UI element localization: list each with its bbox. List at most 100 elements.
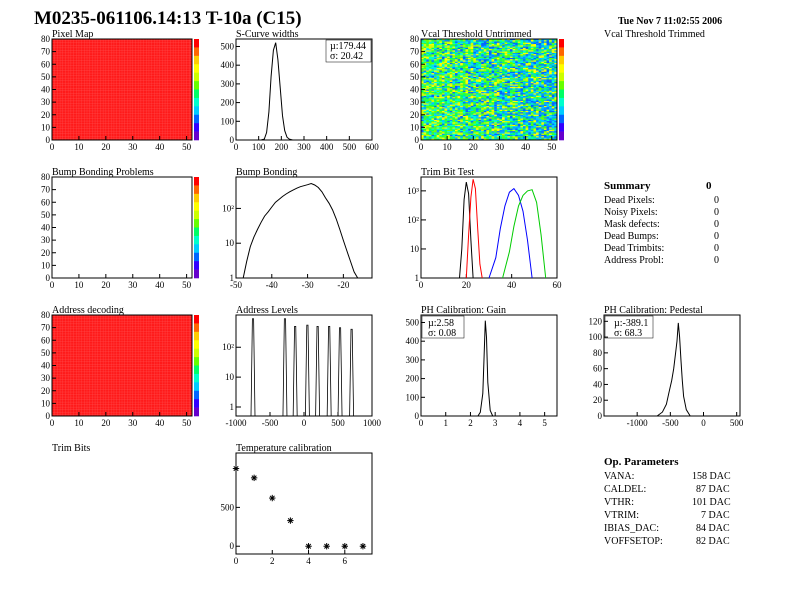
heatmap-cell: [452, 112, 456, 114]
heatmap-cell: [452, 137, 456, 139]
heatmap-cell: [470, 70, 474, 73]
heatmap-cell: [504, 86, 508, 89]
heatmap-cell: [439, 69, 443, 71]
heatmap-cell: [470, 124, 474, 127]
heatmap-cell: [421, 97, 424, 99]
heatmap-cell: [538, 90, 542, 93]
heatmap-cell: [431, 84, 435, 86]
heatmap-cell: [496, 55, 500, 57]
heatmap-cell: [449, 52, 453, 55]
heatmap-cell: [421, 41, 424, 43]
heatmap-cell: [549, 81, 552, 84]
heatmap-cell: [468, 84, 471, 86]
heatmap-cell: [512, 42, 516, 45]
heatmap-cell: [431, 71, 435, 74]
heatmap-cell: [475, 61, 479, 64]
heatmap-cell: [441, 68, 445, 70]
heatmap-cell: [483, 54, 487, 56]
heatmap-cell: [423, 102, 427, 104]
heatmap-cell: [549, 100, 552, 103]
heatmap-cell: [549, 118, 552, 120]
heatmap-cell: [452, 131, 456, 133]
heatmap-cell: [455, 56, 458, 59]
heatmap-cell: [538, 69, 542, 71]
heatmap-cell: [421, 94, 424, 97]
heatmap-cell: [478, 98, 482, 100]
heatmap-cell: [491, 113, 495, 115]
heatmap-cell: [431, 74, 435, 76]
heatmap-cell: [468, 119, 471, 122]
heatmap-cell: [546, 51, 550, 54]
heatmap-cell: [447, 44, 450, 46]
heatmap-cell: [421, 73, 424, 75]
heatmap-cell: [460, 45, 464, 47]
heatmap-cell: [434, 121, 437, 123]
heatmap-cell: [546, 78, 550, 80]
heatmap-cell: [528, 138, 532, 141]
heatmap-cell: [507, 109, 511, 112]
heatmap-cell: [549, 50, 552, 52]
heatmap-cell: [436, 119, 440, 122]
heatmap-cell: [481, 71, 484, 74]
heatmap-cell: [543, 62, 547, 65]
op-param-value: 7 DAC: [701, 510, 730, 521]
heatmap-cell: [475, 102, 479, 104]
heatmap-cell: [489, 119, 492, 122]
heatmap-cell: [489, 109, 492, 112]
heatmap-cell: [452, 39, 456, 41]
heatmap-cell: [525, 39, 529, 41]
pixel_map-ytick-label: 30: [41, 97, 51, 107]
heatmap-cell: [483, 45, 487, 47]
heatmap-cell: [496, 119, 500, 122]
heatmap-cell: [530, 138, 534, 141]
heatmap-cell: [434, 95, 437, 98]
heatmap-cell: [554, 70, 558, 73]
heatmap-cell: [478, 59, 482, 61]
heatmap-cell: [502, 131, 505, 133]
heatmap-cell: [481, 102, 484, 104]
heatmap-cell: [533, 83, 537, 85]
heatmap-cell: [489, 73, 492, 75]
heatmap-cell: [512, 86, 516, 89]
heatmap-cell: [533, 128, 537, 131]
heatmap-cell: [549, 95, 552, 98]
heatmap-cell: [441, 134, 445, 137]
heatmap-cell: [428, 131, 432, 133]
heatmap-cell: [525, 47, 529, 50]
heatmap-cell: [496, 50, 500, 52]
heatmap-cell: [533, 79, 537, 81]
heatmap-cell: [546, 102, 550, 104]
heatmap-cell: [504, 64, 508, 66]
heatmap-cell: [478, 118, 482, 120]
heatmap-cell: [502, 52, 505, 55]
heatmap-cell: [528, 56, 532, 59]
heatmap-cell: [525, 118, 529, 120]
heatmap-cell: [538, 94, 542, 97]
heatmap-cell: [426, 61, 430, 64]
heatmap-cell: [502, 100, 505, 103]
heatmap-cell: [455, 100, 458, 103]
heatmap-cell: [549, 88, 552, 90]
heatmap-cell: [441, 79, 445, 81]
heatmap-cell: [546, 61, 550, 64]
heatmap-cell: [478, 136, 482, 138]
heatmap-cell: [439, 68, 443, 70]
heatmap-cell: [533, 62, 537, 65]
heatmap-cell: [457, 103, 461, 105]
heatmap-cell: [452, 97, 456, 99]
heatmap-cell: [515, 104, 518, 107]
heatmap-cell: [457, 116, 461, 118]
heatmap-cell: [439, 84, 443, 86]
heatmap-cell: [468, 64, 471, 66]
heatmap-cell: [517, 95, 521, 98]
heatmap-cell: [525, 64, 529, 66]
heatmap-cell: [499, 109, 503, 112]
heatmap-cell: [523, 69, 526, 71]
heatmap-cell: [533, 80, 537, 83]
heatmap-cell: [460, 75, 464, 78]
heatmap-cell: [452, 102, 456, 104]
heatmap-cell: [441, 78, 445, 80]
heatmap-cell: [509, 81, 513, 84]
heatmap-cell: [431, 50, 435, 52]
heatmap-cell: [483, 76, 487, 79]
